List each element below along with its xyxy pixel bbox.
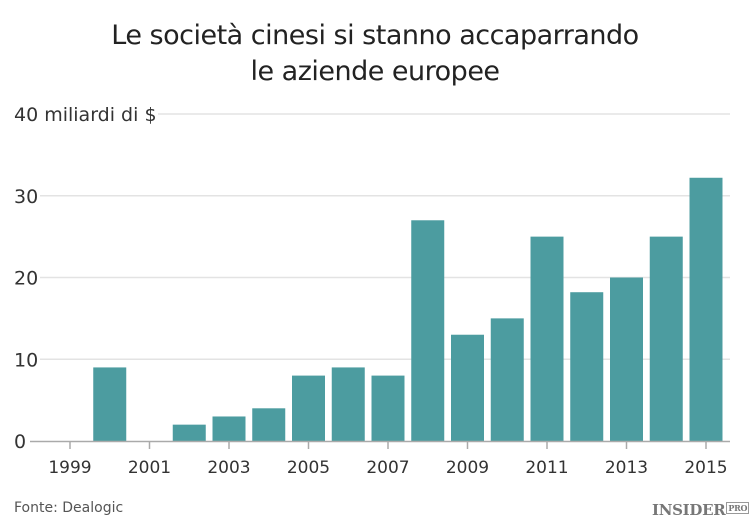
x-tick-label: 2007	[366, 458, 409, 478]
y-tick-label: 10	[14, 349, 38, 371]
x-tick-label: 2009	[446, 458, 489, 478]
bar-2012	[570, 292, 604, 441]
bar-2010	[490, 318, 524, 441]
y-tick-label: 40 miliardi di $	[14, 104, 157, 126]
x-tick-label: 2011	[525, 458, 568, 478]
bar-2003	[212, 416, 246, 441]
x-tick-label: 1999	[48, 458, 91, 478]
y-tick-label: 20	[14, 268, 38, 290]
bar-2006	[331, 367, 365, 441]
source-note: Fonte: Dealogic	[14, 500, 124, 516]
y-tick-label: 0	[14, 431, 26, 453]
bar-2007	[371, 375, 405, 441]
chart-title: Le società cinesi si stanno accaparrando…	[0, 18, 750, 90]
x-tick-label: 2013	[605, 458, 648, 478]
y-tick-label: 30	[14, 186, 38, 208]
chart-title-line-1: Le società cinesi si stanno accaparrando	[111, 20, 639, 51]
logo-suffix: PRO	[726, 502, 750, 514]
x-tick-label: 2001	[128, 458, 171, 478]
bar-2000	[93, 367, 127, 441]
bar-2005	[292, 375, 325, 441]
bar-2008	[411, 220, 445, 441]
x-tick-label: 2005	[287, 458, 330, 478]
insider-pro-logo: INSIDER PRO	[652, 501, 750, 519]
bar-2011	[530, 236, 564, 441]
bar-2015	[689, 177, 723, 441]
x-tick-label: 2015	[684, 458, 727, 478]
bar-2009	[451, 334, 484, 441]
chart-title-line-2: le aziende europee	[250, 56, 500, 87]
bar-2002	[172, 424, 206, 441]
x-tick-label: 2003	[207, 458, 250, 478]
bar-2013	[610, 277, 643, 441]
logo-text: INSIDER	[652, 501, 726, 519]
bar-2014	[649, 236, 683, 441]
bar-2004	[252, 408, 286, 441]
